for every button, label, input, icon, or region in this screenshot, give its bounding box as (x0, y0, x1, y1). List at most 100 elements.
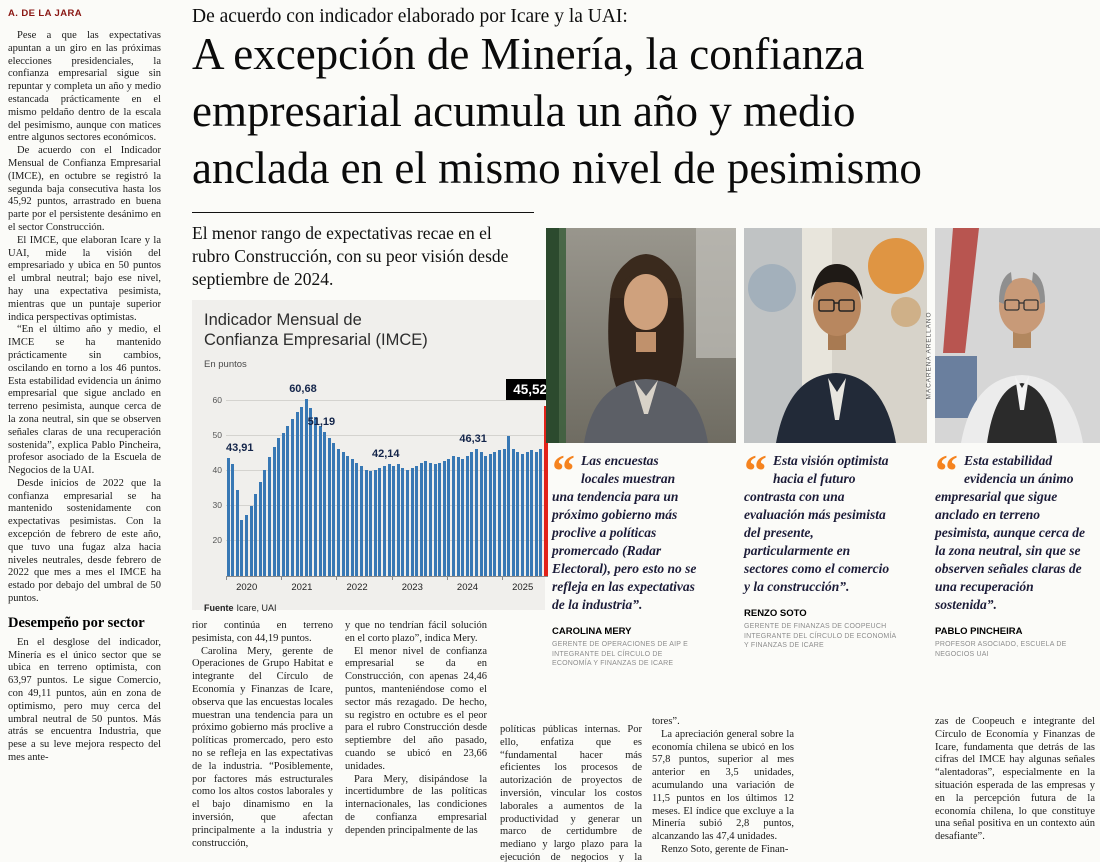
kicker: De acuerdo con indicador elaborado por I… (192, 6, 628, 27)
imce-bar (300, 406, 304, 576)
quote-renzo-soto: Esta visión optimista hacia el futuro co… (744, 452, 896, 651)
imce-bar (484, 455, 488, 576)
quote-text: Esta estabilidad evidencia un ánimo empr… (935, 453, 1085, 612)
gridline (226, 470, 548, 472)
quote-author-title: GERENTE DE OPERACIONES DE AIP E INTEGRAN… (552, 641, 688, 667)
left-column: Pese a que las expectativas apuntan a un… (8, 30, 161, 765)
imce-bar (332, 443, 336, 576)
portrait-man-suit-illustration (744, 228, 927, 443)
imce-bar (359, 466, 363, 576)
imce-bar (235, 490, 239, 576)
chart-title: Indicador Mensual de Confianza Empresaria… (204, 310, 533, 350)
imce-bar (244, 514, 248, 576)
x-tick-mark (281, 576, 283, 580)
imce-bar (318, 425, 322, 576)
value-label: 42,14 (372, 447, 400, 460)
value-label: 60,68 (289, 383, 317, 396)
imce-bar (304, 399, 308, 576)
paragraph: tores”. (652, 716, 680, 727)
paragraph: En el desglose del indicador, Minería es… (8, 636, 161, 764)
left-column-paragraphs: Pese a que las expectativas apuntan a un… (8, 30, 161, 606)
imce-bar (258, 481, 262, 576)
imce-bar (539, 448, 543, 576)
imce-bar (502, 448, 506, 576)
x-tick-mark (391, 576, 393, 580)
imce-bar (364, 469, 368, 576)
imce-chart: Indicador Mensual de Confianza Empresaria… (192, 300, 554, 613)
quote-author-name: CAROLINA MERY (552, 626, 632, 637)
latest-value-label: 45,52 (506, 379, 554, 400)
body-column-4: políticas públicas internas. Por ello, e… (500, 724, 642, 862)
quote-author-name: PABLO PINCHEIRA (935, 626, 1023, 637)
x-tick-label: 2020 (236, 582, 258, 593)
value-label: 43,91 (226, 441, 254, 454)
imce-bar (355, 462, 359, 576)
chart-source-label: Fuente (204, 603, 234, 613)
paragraph: rior continúa en terreno pesimista, con … (192, 620, 333, 644)
paragraph: Pese a que las expectativas apuntan a un… (8, 30, 161, 144)
section-heading: Desempeño por sector (8, 614, 145, 631)
y-tick-label: 40 (212, 465, 222, 476)
imce-bar (254, 493, 258, 576)
photo-pablo-pincheira (935, 228, 1100, 443)
imce-bar (447, 459, 451, 576)
imce-bar (336, 448, 340, 576)
gridline (226, 540, 548, 542)
quote-pablo-pincheira: Esta estabilidad evidencia un ánimo empr… (935, 452, 1095, 659)
imce-bar (465, 455, 469, 576)
y-tick-label: 50 (212, 430, 222, 441)
chart-source: Fuente Icare, UAI (204, 603, 533, 613)
left-column-paragraphs-after: En el desglose del indicador, Minería es… (8, 637, 161, 765)
paragraph: Confianza Empresarial (IMCE) (204, 331, 428, 349)
imce-bar (507, 435, 511, 576)
imce-bar (520, 453, 524, 576)
quote-author-title: PROFESOR ASOCIADO, ESCUELA DE NEGOCIOS U… (935, 641, 1067, 658)
imce-bar (323, 432, 327, 576)
imce-bar (405, 469, 409, 576)
body-column-3: y que no tendrían fácil solución en el c… (345, 620, 487, 838)
quote-text: Esta visión optimista hacia el futuro co… (744, 453, 890, 594)
imce-bar (497, 450, 501, 576)
imce-plot: 20 30 40 50 60 2020 2021 2022 2023 2024 2025 43,91 6… (213, 379, 554, 593)
paragraph: empresarial acumula un año y medio (192, 86, 856, 136)
imce-bar (530, 450, 534, 576)
imce-bar (373, 469, 377, 576)
imce-bar (396, 464, 400, 576)
gridline (226, 435, 548, 437)
value-label: 51,19 (307, 416, 336, 429)
quote-author-name: RENZO SOTO (744, 608, 807, 619)
imce-bar (433, 464, 437, 576)
imce-bar (461, 459, 465, 576)
imce-bar (267, 457, 271, 576)
imce-bar (525, 452, 529, 576)
paragraph: “En el último año y medio, el IMCE se ha… (8, 324, 161, 477)
quote-icon (935, 456, 958, 486)
imce-bar (249, 506, 253, 576)
quote-text: Las encuestas locales muestran una tende… (552, 453, 697, 612)
x-tick-mark (446, 576, 448, 580)
imce-bar (419, 462, 423, 576)
headline: A excepción de Minería, la confianza empr… (192, 26, 1098, 197)
imce-bar (424, 460, 428, 576)
paragraph: El IMCE, que elaboran Icare y la UAI, mi… (8, 234, 161, 323)
subhead: El menor rango de expectativas recae en … (192, 212, 534, 291)
latest-value-marker (543, 406, 548, 576)
x-tick-label: 2025 (512, 582, 534, 593)
portrait-woman-illustration (546, 228, 736, 443)
y-tick-label: 60 (212, 395, 222, 406)
paragraph: El menor nivel de confianza empresarial … (345, 645, 487, 772)
x-tick-label: 2021 (291, 582, 313, 593)
imce-bar (272, 446, 276, 576)
gridline (226, 505, 548, 507)
photo-renzo-soto (744, 228, 927, 443)
imce-bar (392, 466, 396, 576)
paragraph: La apreciación general sobre la economía… (652, 728, 794, 843)
quote-author-title: GERENTE DE FINANZAS DE COOPEUCH INTEGRAN… (744, 623, 897, 649)
imce-bar (516, 452, 520, 576)
paragraph: anclada en el mismo nivel de pesimismo (192, 143, 922, 193)
paragraph: zas de Coopeuch e integrante del Círculo… (935, 716, 1095, 843)
imce-bar (263, 469, 267, 576)
imce-bar (369, 471, 373, 576)
imce-bar (382, 466, 386, 576)
paragraph: Desde inicios de 2022 que la confianza e… (8, 477, 161, 605)
